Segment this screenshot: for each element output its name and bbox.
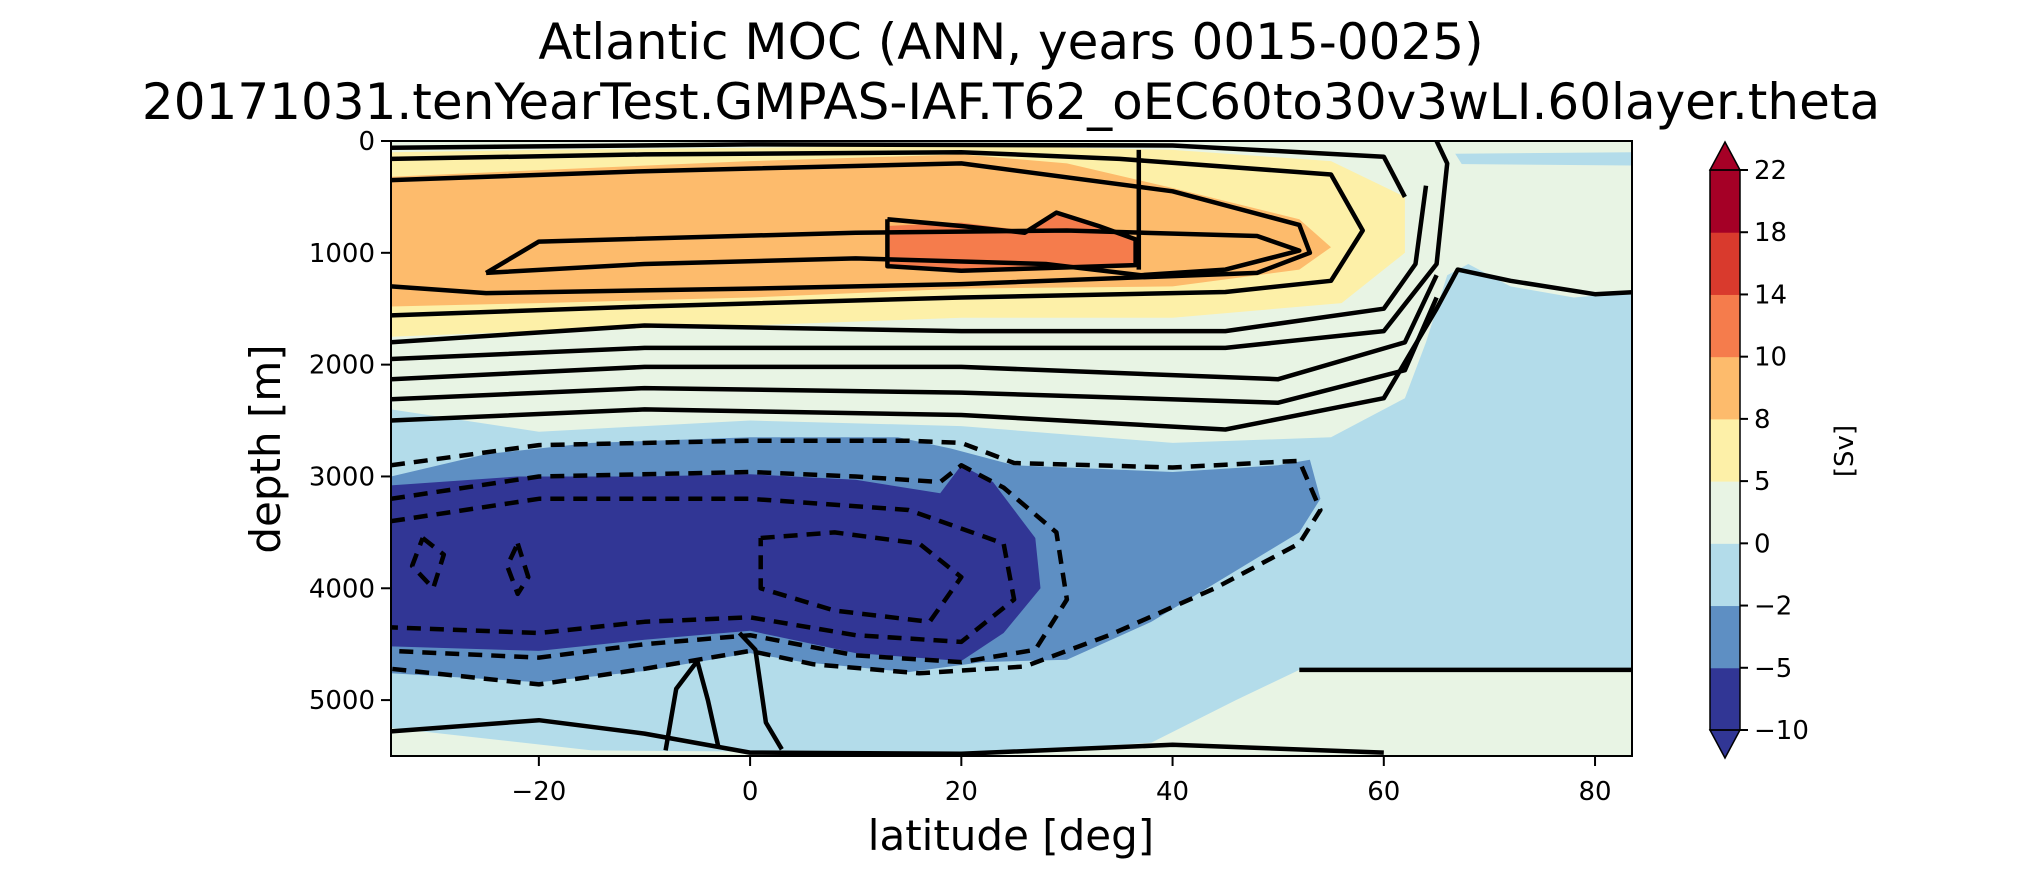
contour-line-positive: [391, 149, 1365, 318]
contour-line-positive: [391, 141, 1450, 362]
contour-line-positive: [484, 228, 1302, 278]
colorbar-tick-label: 8: [1754, 405, 1771, 435]
colorbar-tick-label: 5: [1754, 467, 1771, 497]
colorbar-segment: [1710, 356, 1740, 420]
contour-line-positive: [391, 185, 1429, 345]
contour-line-positive: [391, 142, 1407, 198]
colorbar-label: [Sv]: [1830, 425, 1860, 477]
colorbar-segment: [1710, 294, 1740, 358]
contour-line-negative: [391, 438, 1323, 687]
colorbar-tick-label: −10: [1754, 716, 1809, 746]
y-axis-ticks: 0 1000 2000 3000 4000 5000: [309, 127, 391, 716]
colorbar-segment: [1710, 605, 1740, 669]
x-tick-label: −20: [511, 777, 566, 807]
y-tick-label: 2000: [309, 351, 375, 381]
colorbar-segment: [1710, 418, 1740, 482]
colorbar-segment: [1710, 543, 1740, 607]
plot-frame: [390, 140, 1633, 757]
contour-line-negative: [391, 496, 1017, 645]
x-tick-label: 80: [1578, 777, 1611, 807]
fill-band-below-minus5: [391, 465, 1041, 661]
colorbar-tick-label: 10: [1754, 343, 1787, 373]
contour-line-positive: [885, 210, 1138, 273]
contour-line-positive: [391, 717, 1384, 756]
colorbar-segment: [1710, 667, 1740, 731]
colorbar-tick-label: −5: [1754, 654, 1792, 684]
x-axis-ticks: −20 0 20 40 60 80: [511, 756, 1612, 807]
colorbar-tick-label: 14: [1754, 280, 1787, 310]
chart-title: Atlantic MOC (ANN, years 0015-0025): [538, 13, 1484, 71]
contour-line-positive: [391, 274, 1439, 382]
contour-line-negative: [758, 530, 964, 625]
y-tick-label: 3000: [309, 462, 375, 492]
chart-subtitle: 20171031.tenYearTest.GMPAS-IAF.T62_oEC60…: [141, 73, 1881, 131]
x-tick-label: 40: [1156, 777, 1189, 807]
contour-lines: [391, 141, 1632, 756]
contour-line-negative: [409, 536, 447, 591]
contour-line-positive: [391, 296, 1439, 405]
colorbar-segment: [1710, 232, 1740, 295]
colorbar-tick-label: 18: [1754, 218, 1787, 248]
colorbar-extend-max: [1708, 140, 1742, 171]
y-tick-label: 4000: [309, 574, 375, 604]
contour-line-positive: [391, 267, 1632, 432]
y-axis-label: depth [m]: [241, 344, 290, 553]
x-tick-label: 60: [1367, 777, 1400, 807]
y-tick-label: 0: [358, 127, 375, 157]
x-axis-label: latitude [deg]: [868, 811, 1154, 860]
contour-line-negative: [504, 542, 531, 597]
colorbar-extend-min: [1708, 729, 1742, 760]
colorbar-tick-label: −2: [1754, 592, 1792, 622]
colorbar: −10 −5 −2 0 5 8 10 14 18 22: [1708, 140, 1809, 760]
contour-line-positive: [737, 631, 784, 751]
colorbar-segment: [1710, 481, 1740, 544]
colorbar-tick-label: 0: [1754, 529, 1771, 559]
colorbar-segment: [1710, 170, 1740, 233]
x-tick-label: 20: [945, 777, 978, 807]
contour-line-positive: [391, 161, 1313, 296]
y-tick-label: 5000: [309, 686, 375, 716]
x-tick-label: 0: [742, 777, 759, 807]
colorbar-tick-label: 22: [1754, 156, 1787, 186]
colorbar-frame: [1709, 169, 1741, 731]
contour-line-negative: [391, 463, 1070, 665]
y-tick-label: 1000: [309, 239, 375, 269]
plot-area: [391, 141, 1632, 756]
